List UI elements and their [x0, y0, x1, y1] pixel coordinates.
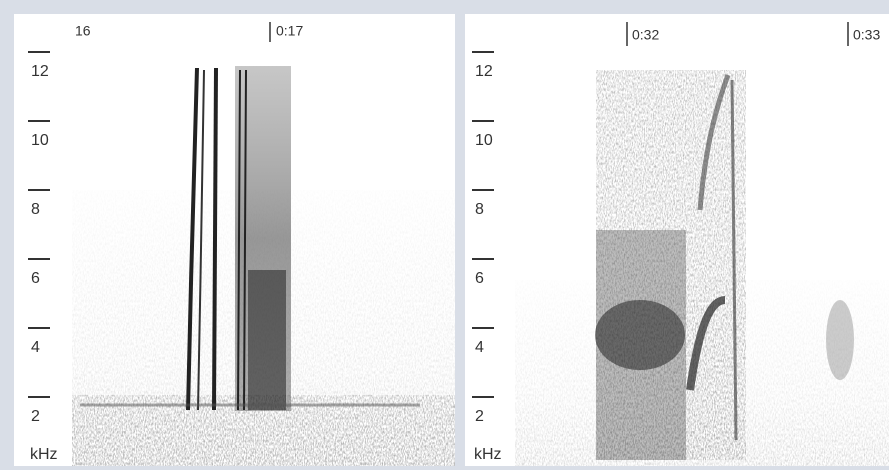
y-tick-label: 10: [31, 132, 49, 149]
y-tick-label: 12: [31, 63, 49, 80]
time-label: 0:32: [632, 27, 659, 43]
y-tick-label: 6: [31, 270, 40, 287]
unit-label: kHz: [30, 446, 58, 463]
time-label: 0:17: [276, 23, 303, 39]
spectrogram-panel: [14, 14, 455, 466]
y-tick-label: 2: [475, 408, 484, 425]
panel-labels: 16 0:17 kHz 2 4 6 8 10 12: [28, 22, 303, 463]
y-tick-label: 8: [475, 201, 484, 218]
time-label: 16: [75, 23, 91, 39]
panel-labels: 0:32 0:33 kHz 2 4 6 8 10 12: [472, 22, 880, 463]
y-tick-label: 2: [31, 408, 40, 425]
y-tick-label: 4: [475, 339, 484, 356]
unit-label: kHz: [474, 446, 502, 463]
time-label: 0:33: [853, 27, 880, 43]
y-tick-label: 4: [31, 339, 40, 356]
y-tick-label: 8: [31, 201, 40, 218]
y-tick-label: 10: [475, 132, 493, 149]
spectrogram-panel: [465, 14, 889, 466]
y-tick-label: 6: [475, 270, 484, 287]
y-tick-label: 12: [475, 63, 493, 80]
